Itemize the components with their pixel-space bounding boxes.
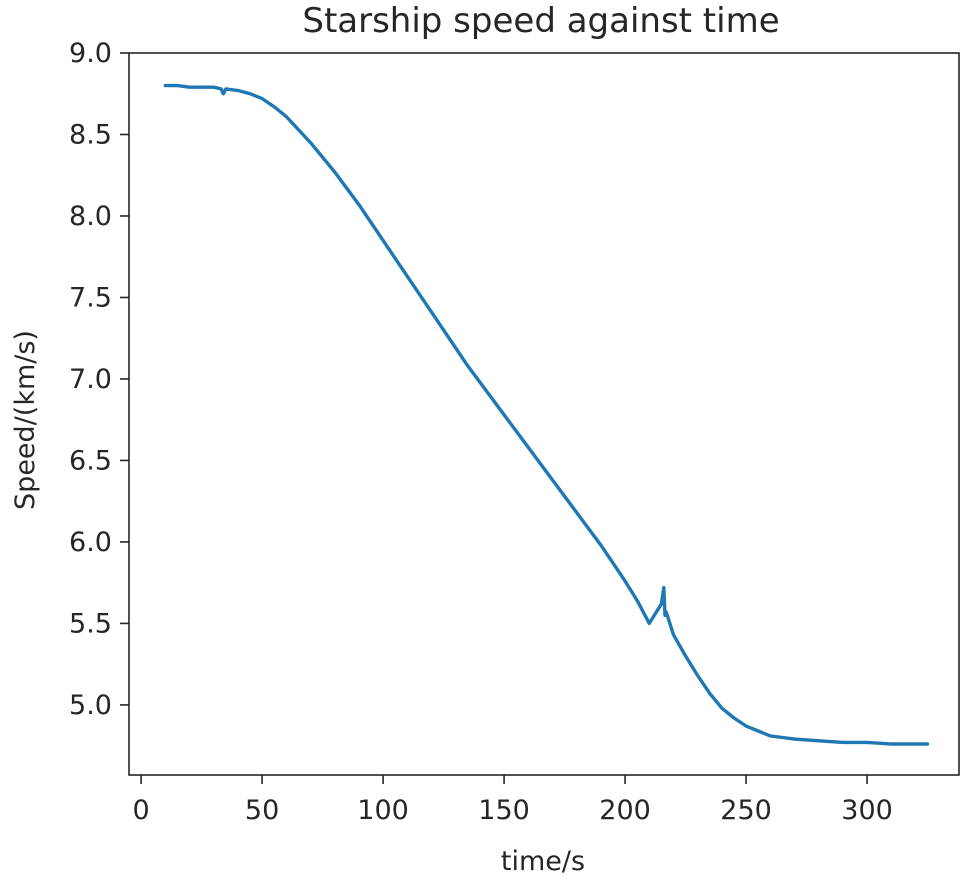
x-axis: 0 50 100 150 200 250 300 [133, 775, 893, 826]
y-tick-label: 5.0 [69, 690, 112, 721]
x-tick-label: 0 [133, 795, 150, 826]
x-axis-label: time/s [501, 846, 585, 877]
y-tick-label: 6.0 [69, 527, 112, 558]
chart-title: Starship speed against time [302, 1, 779, 41]
y-tick-label: 5.5 [69, 608, 112, 639]
y-axis: 5.0 5.5 6.0 6.5 7.0 7.5 8.0 8.5 9.0 [69, 38, 129, 721]
series-layer [163, 83, 930, 746]
y-axis-label: Speed/(km/s) [10, 330, 41, 510]
x-tick-label: 250 [720, 795, 772, 826]
series-line-1 [163, 83, 930, 746]
x-tick-label: 300 [841, 795, 893, 826]
y-tick-label: 8.0 [69, 201, 112, 232]
x-tick-label: 150 [478, 795, 530, 826]
x-tick-label: 50 [245, 795, 279, 826]
plot-area [128, 52, 960, 776]
y-tick-label: 7.5 [69, 282, 112, 313]
y-tick-label: 6.5 [69, 445, 112, 476]
y-tick-label: 8.5 [69, 119, 112, 150]
x-tick-label: 200 [599, 795, 651, 826]
y-tick-label: 7.0 [69, 364, 112, 395]
y-tick-label: 9.0 [69, 38, 112, 69]
x-tick-label: 100 [357, 795, 409, 826]
plot-frame [128, 52, 960, 776]
